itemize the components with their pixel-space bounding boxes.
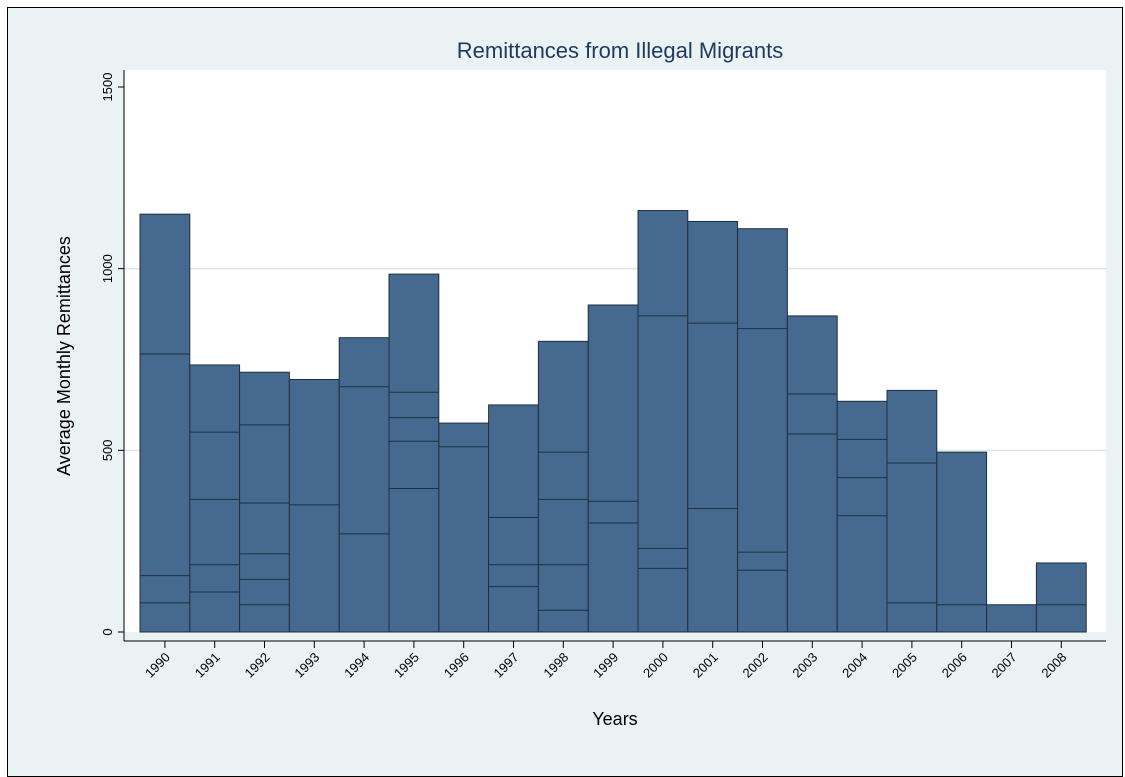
bar-rect: [288, 378, 340, 633]
bar-rect: [338, 337, 390, 633]
bar-1996: [438, 422, 490, 633]
bar-rect: [786, 315, 838, 633]
bar-2008: [1035, 562, 1087, 633]
bar-2002: [737, 228, 788, 633]
x-tick-label: 1993: [291, 650, 322, 681]
bar-rect: [488, 404, 539, 633]
bar-2003: [786, 315, 838, 633]
bar-1994: [338, 337, 390, 633]
x-tick-label: 1995: [391, 650, 422, 681]
bar-rect: [836, 400, 888, 633]
bar-2006: [936, 451, 988, 633]
bar-rect: [587, 304, 639, 633]
bar-rect: [1035, 562, 1087, 633]
x-tick-label: 2004: [839, 650, 870, 681]
y-axis-label: Average Monthly Remittances: [54, 236, 74, 476]
bar-rect: [986, 604, 1037, 633]
x-ticks: 1990 1991 1992 1993 1994 1995 1996 1997 1998 1999…: [142, 641, 1069, 681]
x-tick-label: 2000: [640, 650, 671, 681]
bar-rect: [189, 364, 241, 633]
bar-rect: [438, 422, 490, 633]
x-tick-label: 1991: [192, 650, 223, 681]
bar-1992: [239, 371, 290, 633]
bar-1993: [288, 378, 340, 633]
bar-rect: [936, 451, 988, 633]
x-tick-label: 1996: [441, 650, 472, 681]
x-tick-label: 2008: [1038, 650, 1069, 681]
bar-2007: [986, 604, 1037, 633]
x-tick-label: 2001: [690, 650, 721, 681]
bar-rect: [537, 340, 589, 633]
chart-title: Remittances from Illegal Migrants: [457, 38, 783, 63]
x-tick-label: 2007: [989, 650, 1020, 681]
bar-1997: [488, 404, 539, 633]
x-tick-label: 2005: [889, 650, 920, 681]
bar-rect: [388, 273, 440, 633]
x-tick-label: 1999: [590, 650, 621, 681]
bar-rect: [239, 371, 290, 633]
bar-2001: [687, 220, 739, 633]
x-tick-label: 2003: [789, 650, 820, 681]
x-tick-label: 1990: [142, 650, 173, 681]
bar-1999: [587, 304, 639, 633]
bar-rect: [687, 220, 739, 633]
y-tick-label: 500: [100, 439, 115, 461]
y-tick-label: 1500: [100, 73, 115, 102]
x-axis-label: Years: [592, 709, 637, 729]
y-tick-label: 0: [100, 628, 115, 635]
x-tick-label: 1998: [540, 650, 571, 681]
chart-frame: Remittances from Illegal Migrants 0 500 10…: [7, 7, 1123, 777]
bar-1990: [139, 213, 191, 633]
bar-2000: [637, 210, 689, 633]
y-ticks: 0 500 1000 1500: [100, 73, 124, 636]
bar-1995: [388, 273, 440, 633]
chart-svg: Remittances from Illegal Migrants 0 500 10…: [54, 38, 1106, 729]
x-tick-label: 1997: [491, 650, 522, 681]
bar-rect: [637, 210, 689, 633]
x-tick-label: 2002: [740, 650, 771, 681]
bar-1998: [537, 340, 589, 633]
bar-rect: [139, 213, 191, 633]
bar-2004: [836, 400, 888, 633]
x-tick-label: 2006: [939, 650, 970, 681]
bar-rect: [737, 228, 788, 633]
x-tick-label: 1992: [242, 650, 273, 681]
y-tick-label: 1000: [100, 254, 115, 283]
bar-2005: [886, 389, 938, 633]
x-tick-label: 1994: [341, 650, 372, 681]
bar-1991: [189, 364, 241, 633]
bars: [139, 210, 1087, 633]
bar-rect: [886, 389, 938, 633]
